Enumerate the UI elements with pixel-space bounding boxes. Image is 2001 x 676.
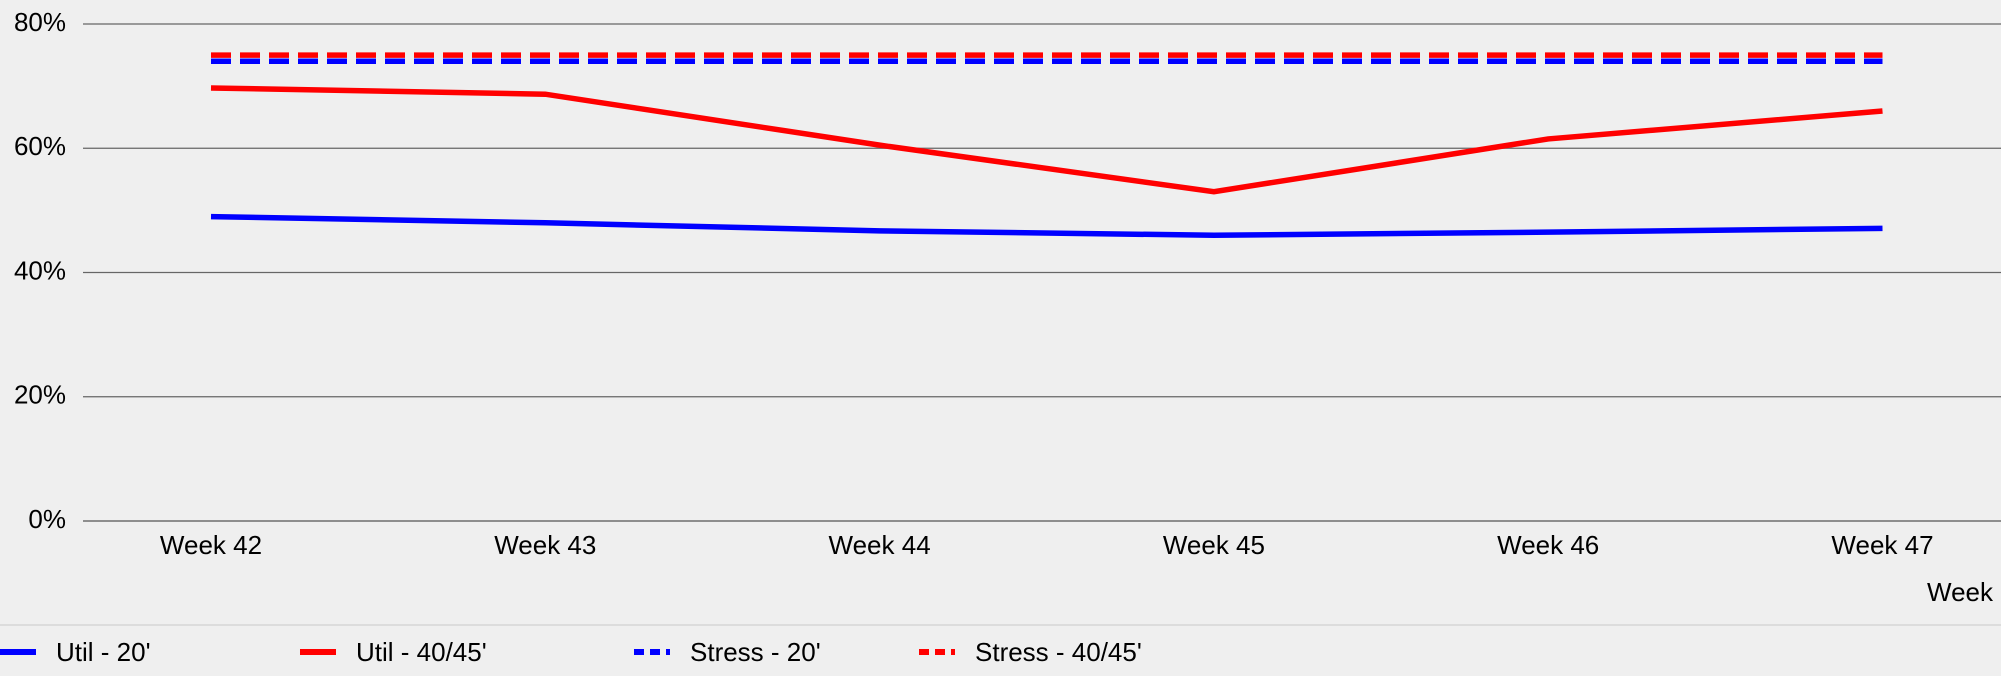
legend-label: Stress - 20' (690, 637, 821, 667)
y-tick-label: 80% (14, 7, 66, 37)
x-tick-label: Week 45 (1163, 530, 1265, 560)
legend-label: Stress - 40/45' (975, 637, 1142, 667)
series-line (210, 213, 1883, 238)
x-tick-label: Week 42 (160, 530, 262, 560)
legend-label: Util - 20' (56, 637, 151, 667)
series-line (210, 85, 1883, 195)
x-tick-label: Week 44 (829, 530, 931, 560)
x-tick-label: Week 47 (1831, 530, 1933, 560)
legend-label: Util - 40/45' (356, 637, 487, 667)
y-tick-label: 0% (28, 504, 66, 534)
y-tick-label: 40% (14, 255, 66, 285)
x-axis-label: Week (1927, 577, 1994, 607)
y-tick-label: 60% (14, 131, 66, 161)
x-tick-label: Week 46 (1497, 530, 1599, 560)
x-tick-label: Week 43 (494, 530, 596, 560)
y-tick-label: 20% (14, 380, 66, 410)
